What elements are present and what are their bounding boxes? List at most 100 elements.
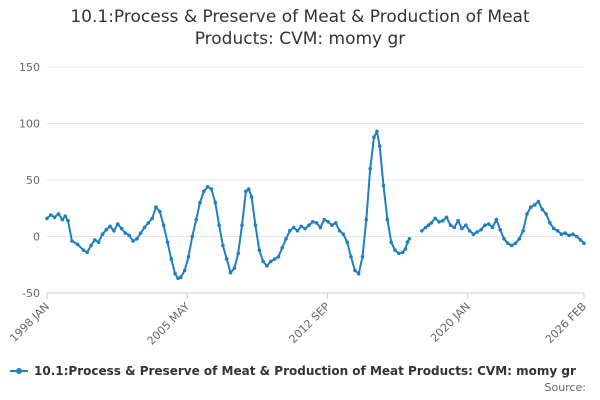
data-point[interactable] xyxy=(272,257,277,261)
data-point[interactable] xyxy=(377,144,382,148)
data-point[interactable] xyxy=(176,276,180,281)
data-point[interactable] xyxy=(397,251,401,256)
data-point[interactable] xyxy=(364,217,369,222)
data-point[interactable] xyxy=(93,238,97,242)
data-point[interactable] xyxy=(345,240,350,244)
data-point[interactable] xyxy=(169,257,174,261)
data-point[interactable] xyxy=(405,240,410,244)
data-point[interactable] xyxy=(299,224,304,229)
data-point[interactable] xyxy=(108,224,112,229)
data-point[interactable] xyxy=(228,270,233,275)
data-point[interactable] xyxy=(540,207,545,212)
data-point[interactable] xyxy=(494,217,499,222)
data-point[interactable] xyxy=(146,221,151,225)
data-point[interactable] xyxy=(112,229,116,233)
data-point[interactable] xyxy=(173,272,177,276)
data-point[interactable] xyxy=(513,241,518,246)
data-point[interactable] xyxy=(356,272,361,276)
data-point[interactable] xyxy=(490,225,495,230)
data-point[interactable] xyxy=(464,223,468,227)
data-point[interactable] xyxy=(307,223,311,227)
data-point[interactable] xyxy=(559,232,564,236)
data-point[interactable] xyxy=(182,268,187,273)
data-point[interactable] xyxy=(448,223,453,227)
series-layer[interactable] xyxy=(45,129,586,281)
data-point[interactable] xyxy=(420,229,424,233)
data-point[interactable] xyxy=(433,216,438,221)
data-point[interactable] xyxy=(224,257,229,261)
data-point[interactable] xyxy=(311,220,315,224)
data-point[interactable] xyxy=(393,248,397,252)
data-point[interactable] xyxy=(198,200,202,205)
data-point[interactable] xyxy=(423,225,428,230)
data-point[interactable] xyxy=(326,220,330,224)
data-point[interactable] xyxy=(150,216,154,221)
data-point[interactable] xyxy=(205,185,210,189)
data-point[interactable] xyxy=(240,223,244,227)
data-point[interactable] xyxy=(49,213,53,217)
data-point[interactable] xyxy=(202,189,206,194)
data-point[interactable] xyxy=(161,223,166,227)
data-point[interactable] xyxy=(456,218,460,223)
data-point[interactable] xyxy=(85,250,89,255)
data-point[interactable] xyxy=(471,232,476,236)
data-point[interactable] xyxy=(437,220,441,224)
data-point[interactable] xyxy=(544,212,548,216)
data-point[interactable] xyxy=(509,243,514,248)
data-point[interactable] xyxy=(502,237,506,241)
data-point[interactable] xyxy=(265,264,269,268)
data-point[interactable] xyxy=(582,241,586,246)
data-point[interactable] xyxy=(407,237,412,241)
data-point[interactable] xyxy=(486,222,491,226)
data-point[interactable] xyxy=(322,217,327,222)
data-point[interactable] xyxy=(337,229,342,233)
data-point[interactable] xyxy=(574,234,579,239)
data-point[interactable] xyxy=(353,268,357,273)
data-point[interactable] xyxy=(389,240,394,244)
data-point[interactable] xyxy=(385,217,390,222)
data-point[interactable] xyxy=(475,230,480,234)
data-point[interactable] xyxy=(253,223,258,227)
data-point[interactable] xyxy=(529,205,533,209)
data-point[interactable] xyxy=(104,227,109,232)
data-point[interactable] xyxy=(179,275,183,280)
data-point[interactable] xyxy=(60,217,65,222)
data-point[interactable] xyxy=(221,243,225,248)
data-point[interactable] xyxy=(567,233,571,238)
data-point[interactable] xyxy=(268,259,273,264)
data-point[interactable] xyxy=(127,233,131,238)
data-point[interactable] xyxy=(517,237,522,241)
data-point[interactable] xyxy=(52,215,57,220)
series-line[interactable] xyxy=(46,130,411,280)
data-point[interactable] xyxy=(165,240,170,244)
data-point[interactable] xyxy=(142,225,147,230)
data-point[interactable] xyxy=(291,225,296,230)
data-point[interactable] xyxy=(483,223,487,227)
data-point[interactable] xyxy=(403,247,408,251)
data-point[interactable] xyxy=(138,231,143,235)
data-point[interactable] xyxy=(429,221,434,225)
data-point[interactable] xyxy=(551,226,556,231)
data-point[interactable] xyxy=(498,227,503,232)
data-point[interactable] xyxy=(333,221,338,225)
data-point[interactable] xyxy=(571,232,575,236)
data-point[interactable] xyxy=(467,229,472,233)
data-point[interactable] xyxy=(131,239,135,243)
data-point[interactable] xyxy=(288,229,292,233)
data-point[interactable] xyxy=(249,195,254,199)
data-point[interactable] xyxy=(217,223,221,227)
data-point[interactable] xyxy=(548,221,552,225)
data-point[interactable] xyxy=(232,266,237,270)
data-point[interactable] xyxy=(536,199,541,204)
data-point[interactable] xyxy=(375,129,379,134)
data-point[interactable] xyxy=(209,187,214,191)
data-point[interactable] xyxy=(295,229,300,233)
data-point[interactable] xyxy=(194,217,198,222)
data-point[interactable] xyxy=(532,203,537,207)
data-point[interactable] xyxy=(89,243,93,248)
data-point[interactable] xyxy=(555,229,560,233)
data-point[interactable] xyxy=(186,254,191,259)
data-point[interactable] xyxy=(360,254,365,259)
data-point[interactable] xyxy=(81,248,86,252)
data-point[interactable] xyxy=(444,215,449,220)
